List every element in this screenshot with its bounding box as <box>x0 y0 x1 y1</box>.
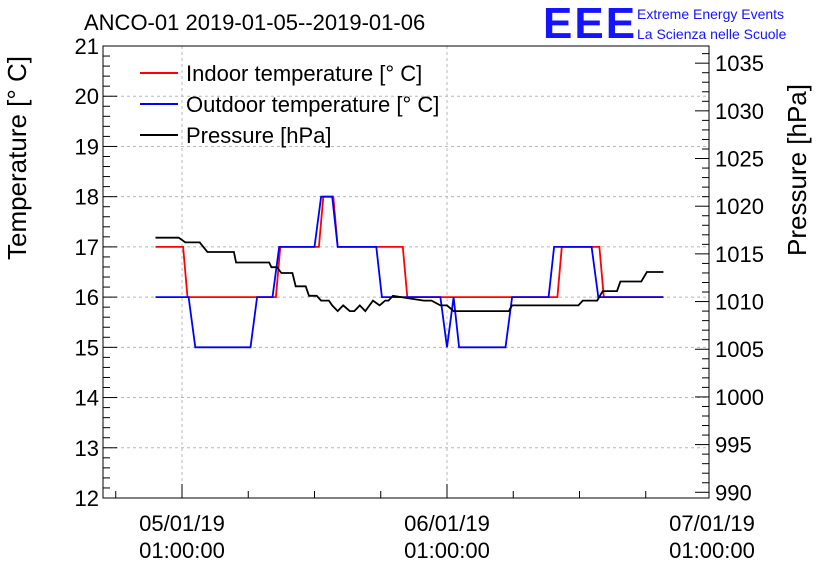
y-left-tick-label: 20 <box>75 84 99 109</box>
y-left-tick-label: 18 <box>75 185 99 210</box>
logo-line-1: Extreme Energy Events <box>637 6 785 22</box>
plot-frame <box>102 45 710 499</box>
y-right-tick-label: 990 <box>715 480 752 505</box>
x-tick-label-date: 06/01/19 <box>404 511 490 536</box>
chart-title: ANCO-01 2019-01-05--2019-01-06 <box>84 10 426 35</box>
legend-label: Pressure [hPa] <box>186 123 332 148</box>
y-right-tick-label: 1000 <box>715 385 764 410</box>
y-right-tick-label: 1025 <box>715 147 764 172</box>
y-left-tick-label: 15 <box>75 335 99 360</box>
y-left-tick-label: 14 <box>75 386 99 411</box>
series-line-pressure-hpa <box>155 236 664 313</box>
y-right-tick-label: 1030 <box>715 99 764 124</box>
y-right-tick-label: 1020 <box>715 194 764 219</box>
eee-logo: EEE <box>543 0 638 48</box>
y-right-tick-label: 1015 <box>715 242 764 267</box>
y-left-tick-label: 21 <box>75 34 99 59</box>
x-tick-label-time: 01:00:00 <box>669 538 755 563</box>
y-right-tick-label: 995 <box>715 433 752 458</box>
y-left-tick-label: 16 <box>75 285 99 310</box>
y-axis-right-label: Pressure [hPa] <box>782 84 812 256</box>
x-tick-label-date: 07/01/19 <box>669 511 755 536</box>
x-tick-label-time: 01:00:00 <box>139 538 225 563</box>
legend-label: Outdoor temperature [° C] <box>186 92 439 117</box>
y-left-tick-label: 19 <box>75 134 99 159</box>
y-left-tick-label: 17 <box>75 235 99 260</box>
legend-label: Indoor temperature [° C] <box>186 61 422 86</box>
x-tick-label-date: 05/01/19 <box>139 511 225 536</box>
y-right-tick-label: 1005 <box>715 337 764 362</box>
legend: Indoor temperature [° C] Outdoor temperat… <box>140 61 439 148</box>
axes: 12 13 14 15 16 17 18 19 20 21 990 995 1000 1005 1010 10… <box>75 34 764 563</box>
series-lines <box>155 195 664 349</box>
x-tick-label-time: 01:00:00 <box>404 538 490 563</box>
series-line-outdoor-temperature-c <box>155 195 664 349</box>
y-left-tick-label: 12 <box>75 486 99 511</box>
logo-line-2: La Scienza nelle Scuole <box>637 26 787 42</box>
y-right-tick-label: 1010 <box>715 290 764 315</box>
y-axis-left-label: Temperature [° C] <box>2 56 32 260</box>
eee-logo-text: Extreme Energy Events La Scienza nelle S… <box>637 4 786 44</box>
y-left-tick-label: 13 <box>75 436 99 461</box>
y-right-tick-label: 1035 <box>715 51 764 76</box>
